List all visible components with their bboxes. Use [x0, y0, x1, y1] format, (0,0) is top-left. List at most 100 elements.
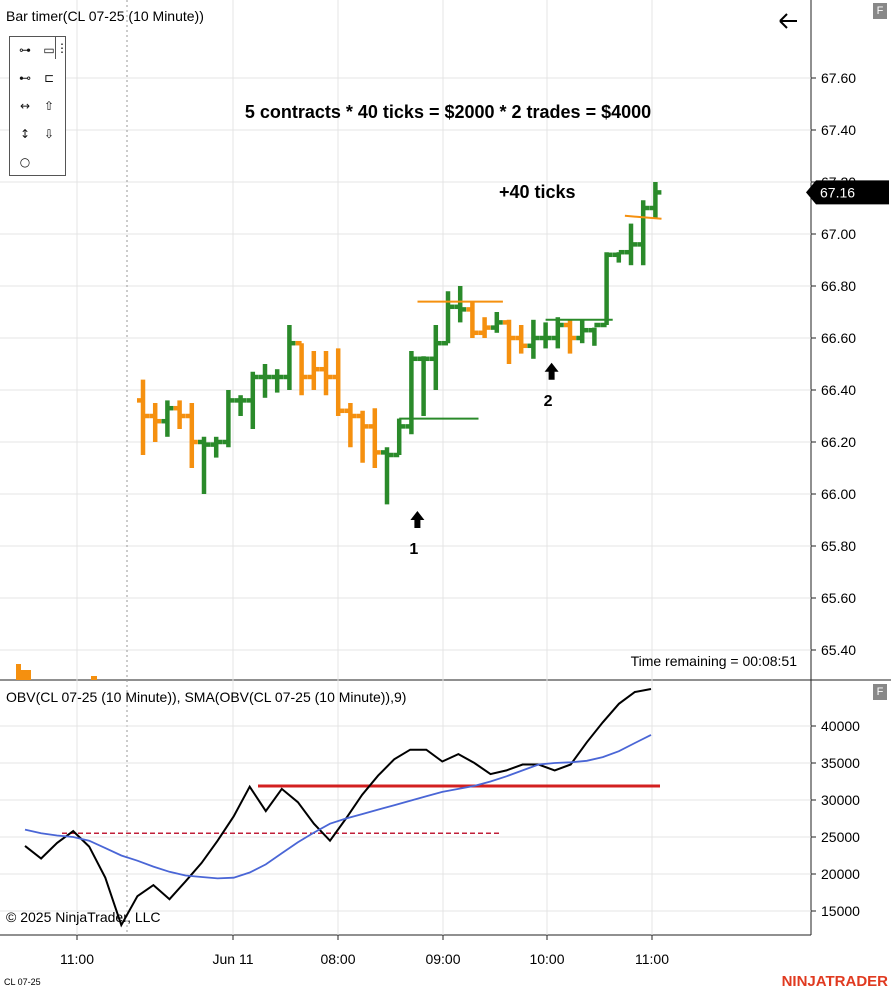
arrow-left-icon — [779, 13, 797, 29]
ohlc-bar — [320, 351, 332, 396]
obv-sma-line — [24, 734, 652, 880]
entry-label: 2 — [544, 393, 553, 410]
ohlc-bar — [503, 319, 515, 364]
ohlc-bar — [137, 379, 149, 455]
last-price-label: 67.16 — [820, 184, 855, 200]
ninjatrader-logo: NINJATRADER — [782, 973, 889, 990]
last-price-marker — [806, 180, 889, 205]
time-tick-label: 11:00 — [635, 951, 669, 967]
extended-line-tool-icon[interactable]: ↔ — [19, 99, 31, 113]
entry-arrow-up-icon — [410, 511, 425, 528]
ohlc-bar — [161, 400, 174, 437]
price-tick-label: 66.60 — [821, 330, 856, 346]
instrument-tag: CL 07-25 — [4, 977, 41, 987]
ray-tool-icon[interactable]: ⊷ — [19, 71, 31, 85]
ohlc-bar — [344, 403, 357, 448]
obv-tick-label: 30000 — [821, 792, 860, 808]
text-tool-icon[interactable]: ⊏ — [43, 71, 55, 85]
edge-bar-remnant — [16, 664, 21, 680]
price-tick-label: 65.40 — [821, 642, 856, 658]
ohlc-bar — [625, 223, 637, 266]
ellipse-tool-icon[interactable]: ○ — [19, 155, 31, 169]
time-tick-label: Jun 11 — [213, 951, 254, 967]
ohlc-bar — [637, 200, 650, 266]
ohlc-bar — [539, 322, 552, 349]
ohlc-bar — [649, 182, 662, 219]
entry-label: 1 — [409, 541, 418, 558]
price-tick-label: 66.20 — [821, 434, 856, 450]
toolbox-more-icon[interactable]: ⋮ — [55, 37, 68, 59]
line-tool-icon[interactable]: ⊶ — [19, 43, 31, 57]
price-tick-label: 66.40 — [821, 382, 856, 398]
ohlc-bar — [576, 319, 589, 344]
entry-arrow-up-icon — [544, 362, 559, 380]
price-tick-label: 65.60 — [821, 590, 856, 606]
copyright-label: © 2025 NinjaTrader, LLC — [6, 909, 161, 925]
ohlc-bar — [466, 301, 479, 338]
ohlc-bar — [210, 436, 223, 458]
ohlc-bar — [515, 325, 528, 354]
obv-tick-label: 25000 — [821, 829, 860, 845]
price-tick-label: 66.80 — [821, 278, 856, 294]
ohlc-bar — [381, 447, 393, 505]
ohlc-bar — [612, 249, 625, 263]
ohlc-bar — [185, 403, 198, 468]
ohlc-bar — [405, 351, 418, 435]
time-tick-label: 09:00 — [425, 951, 460, 967]
bar-timer-label: Bar timer(CL 07-25 (10 Minute)) — [6, 8, 204, 24]
ohlc-bar — [417, 356, 430, 416]
obv-panel-menu-button[interactable]: F — [873, 684, 887, 700]
ohlc-bar — [442, 291, 454, 346]
ohlc-bar — [222, 390, 235, 448]
ohlc-bar — [283, 325, 296, 390]
ohlc-bar — [393, 418, 406, 458]
obv-tick-label: 35000 — [821, 755, 860, 771]
time-tick-label: 11:00 — [60, 951, 94, 967]
price-tick-label: 66.00 — [821, 486, 856, 502]
ohlc-bar — [198, 436, 210, 494]
ohlc-bar — [295, 340, 308, 396]
ohlc-bar — [271, 369, 284, 393]
obv-tick-label: 40000 — [821, 718, 860, 734]
time-remaining-label: Time remaining = 00:08:51 — [631, 653, 798, 669]
price-tick-label: 67.00 — [821, 226, 856, 242]
trade-level-line — [624, 214, 662, 220]
ohlc-bar — [234, 395, 247, 416]
ohlc-bar — [356, 410, 369, 463]
ohlc-bar — [173, 400, 186, 429]
edge-bar-remnant — [91, 676, 97, 680]
ohlc-bar — [454, 286, 467, 323]
ohlc-bar — [551, 317, 564, 349]
ohlc-bar — [149, 403, 162, 442]
price-tick-label: 67.60 — [821, 70, 856, 86]
price-panel-menu-button[interactable]: F — [873, 3, 887, 19]
ohlc-bar — [429, 325, 442, 390]
obv-line — [24, 688, 652, 928]
arrow-up-tool-icon[interactable]: ⇧ — [43, 99, 55, 113]
ohlc-bar — [588, 322, 601, 346]
ohlc-bar — [600, 252, 613, 328]
obv-tick-label: 20000 — [821, 866, 860, 882]
vertical-line-tool-icon[interactable]: ↕ — [19, 127, 31, 141]
ohlc-bar — [478, 317, 491, 338]
edge-bar-remnant — [21, 670, 31, 680]
profit-annotation: +40 ticks — [499, 182, 576, 202]
ohlc-bar — [564, 319, 576, 354]
ohlc-bar — [527, 319, 540, 359]
obv-tick-label: 15000 — [821, 903, 860, 919]
time-tick-label: 08:00 — [320, 951, 355, 967]
arrow-down-tool-icon[interactable]: ⇩ — [43, 127, 55, 141]
ohlc-bar — [246, 371, 259, 429]
ohlc-bar — [332, 348, 345, 416]
ohlc-bar — [259, 364, 271, 398]
obv-indicator-label: OBV(CL 07-25 (10 Minute)), SMA(OBV(CL 07… — [6, 689, 406, 705]
price-tick-label: 67.40 — [821, 122, 856, 138]
rectangle-tool-icon[interactable]: ▭ — [43, 43, 55, 57]
trade-summary-annotation: 5 contracts * 40 ticks = $2000 * 2 trade… — [245, 102, 651, 122]
ohlc-bar — [307, 351, 320, 390]
price-tick-label: 65.80 — [821, 538, 856, 554]
drawing-toolbox: ⋮ ⊶ ▭ ⊷ ⊏ ↔ ⇧ ↕ ⇩ ○ — [9, 36, 68, 176]
ohlc-bar — [490, 312, 503, 333]
ohlc-bar — [368, 408, 381, 468]
